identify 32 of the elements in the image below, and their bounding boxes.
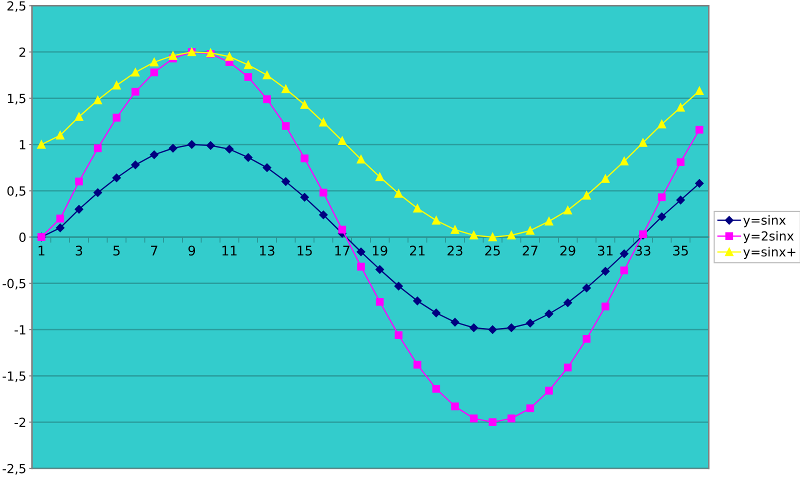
y-tick-label: 1,5 — [8, 94, 26, 104]
x-tick-label: 23 — [448, 246, 462, 256]
legend-label: y=2sinx — [743, 231, 794, 244]
x-tick-label: 13 — [260, 246, 274, 256]
legend-label: y=sinx — [743, 215, 786, 228]
y-tick-label: 1 — [20, 140, 26, 150]
y-tick-label: -2 — [14, 418, 26, 427]
y-tick-label: 2 — [19, 47, 26, 57]
y-tick-label: 2,5 — [7, 1, 26, 12]
x-tick-label: 19 — [372, 246, 388, 256]
x-tick-label: 29 — [560, 246, 576, 256]
x-tick-label: 5 — [113, 246, 120, 256]
x-tick-label: 17 — [335, 246, 350, 256]
x-tick-label: 27 — [522, 246, 538, 256]
x-tick-label: 35 — [673, 246, 688, 256]
x-tick-label: 25 — [485, 246, 500, 256]
y-tick-label: -0,5 — [2, 278, 26, 290]
y-tick-label: -1 — [14, 325, 26, 334]
x-tick-label: 33 — [636, 246, 650, 256]
x-tick-label: 31 — [598, 246, 613, 256]
y-tick-label: -2,5 — [2, 464, 26, 475]
x-tick-label: 1 — [38, 246, 44, 256]
y-tick-label: -1,5 — [2, 372, 26, 382]
x-tick-label: 7 — [151, 246, 158, 256]
x-tick-label: 21 — [410, 246, 425, 256]
y-tick-label: 0 — [19, 232, 26, 242]
x-tick-label: 9 — [188, 246, 196, 256]
x-tick-label: 15 — [298, 246, 312, 256]
legend-label: y=sinx+ — [743, 246, 796, 259]
x-tick-label: 3 — [76, 246, 82, 256]
x-tick-label: 11 — [222, 246, 237, 256]
y-tick-label: 0,5 — [7, 186, 26, 197]
